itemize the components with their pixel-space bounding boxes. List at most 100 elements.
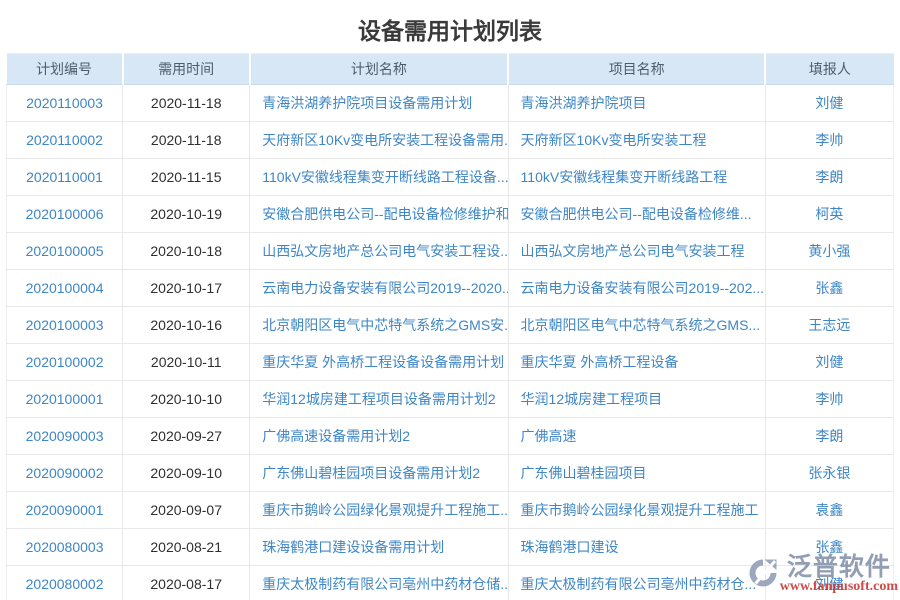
table-row: 2020110001 2020-11-15 110kV安徽线程集变开断线路工程设… bbox=[5, 158, 895, 196]
reporter-link[interactable]: 刘健 bbox=[815, 354, 844, 370]
project-name-link[interactable]: 青海洪湖养护院项目 bbox=[520, 95, 647, 111]
reporter-link[interactable]: 刘健 bbox=[815, 576, 844, 592]
reporter-link[interactable]: 袁鑫 bbox=[815, 502, 844, 518]
plan-no-cell: 2020080002 bbox=[5, 565, 124, 600]
plan-no-link[interactable]: 2020090003 bbox=[25, 428, 104, 444]
reporter-link[interactable]: 刘健 bbox=[815, 95, 844, 111]
date-cell: 2020-11-18 bbox=[122, 84, 251, 122]
project-name-link[interactable]: 广东佛山碧桂园项目 bbox=[520, 465, 647, 481]
plan-name-cell: 广佛高速设备需用计划2 bbox=[249, 417, 509, 455]
plan-no-link[interactable]: 2020110001 bbox=[26, 169, 103, 185]
plan-no-link[interactable]: 2020100001 bbox=[25, 391, 104, 407]
plan-name-cell: 云南电力设备安装有限公司2019--2020... bbox=[249, 269, 509, 307]
project-name-cell: 青海洪湖养护院项目 bbox=[508, 84, 766, 122]
plan-name-cell: 重庆太极制药有限公司亳州中药材仓储... bbox=[249, 565, 509, 600]
plan-no-link[interactable]: 2020100004 bbox=[25, 280, 104, 296]
project-name-link[interactable]: 110kV安徽线程集变开断线路工程 bbox=[520, 169, 728, 185]
plan-no-cell: 2020110003 bbox=[5, 84, 124, 122]
plan-name-link[interactable]: 重庆市鹅岭公园绿化景观提升工程施工... bbox=[262, 502, 509, 518]
plan-no-link[interactable]: 2020100002 bbox=[25, 354, 104, 370]
project-name-cell: 云南电力设备安装有限公司2019--202... bbox=[508, 269, 766, 307]
reporter-cell: 刘健 bbox=[765, 565, 895, 600]
project-name-link[interactable]: 山西弘文房地产总公司电气安装工程 bbox=[520, 243, 745, 259]
reporter-link[interactable]: 张永银 bbox=[808, 465, 851, 481]
plan-no-link[interactable]: 2020080002 bbox=[25, 576, 104, 592]
plan-name-link[interactable]: 广东佛山碧桂园项目设备需用计划2 bbox=[262, 465, 481, 481]
project-name-link[interactable]: 安徽合肥供电公司--配电设备检修维... bbox=[520, 206, 752, 222]
reporter-link[interactable]: 张鑫 bbox=[815, 280, 844, 296]
plan-name-link[interactable]: 云南电力设备安装有限公司2019--2020... bbox=[262, 280, 509, 296]
reporter-link[interactable]: 王志远 bbox=[808, 317, 851, 333]
reporter-cell: 李朗 bbox=[765, 417, 895, 455]
reporter-cell: 刘健 bbox=[765, 343, 895, 381]
project-name-link[interactable]: 云南电力设备安装有限公司2019--202... bbox=[520, 280, 765, 296]
project-name-link[interactable]: 重庆市鹅岭公园绿化景观提升工程施工 bbox=[520, 502, 759, 518]
column-header-project-name: 项目名称 bbox=[508, 53, 767, 85]
plan-name-link[interactable]: 珠海鹤港口建设设备需用计划 bbox=[262, 539, 445, 555]
plan-list-table-wrap: 计划编号 需用时间 计划名称 项目名称 填报人 2020110003 2020-… bbox=[5, 53, 895, 600]
project-name-link[interactable]: 珠海鹤港口建设 bbox=[520, 539, 619, 555]
project-name-cell: 重庆太极制药有限公司亳州中药材仓... bbox=[508, 565, 766, 600]
plan-name-link[interactable]: 华润12城房建工程项目设备需用计划2 bbox=[262, 391, 496, 407]
reporter-cell: 李帅 bbox=[765, 121, 895, 159]
project-name-link[interactable]: 重庆太极制药有限公司亳州中药材仓... bbox=[520, 576, 757, 592]
plan-no-cell: 2020100004 bbox=[5, 269, 124, 307]
plan-name-cell: 青海洪湖养护院项目设备需用计划 bbox=[249, 84, 509, 122]
plan-no-cell: 2020110002 bbox=[5, 121, 124, 159]
plan-no-link[interactable]: 2020100005 bbox=[25, 243, 104, 259]
plan-no-link[interactable]: 2020090001 bbox=[25, 502, 104, 518]
reporter-cell: 张鑫 bbox=[765, 269, 895, 307]
column-header-plan-no: 计划编号 bbox=[6, 53, 124, 85]
plan-name-cell: 110kV安徽线程集变开断线路工程设备... bbox=[249, 158, 509, 196]
reporter-link[interactable]: 李帅 bbox=[815, 132, 844, 148]
plan-name-link[interactable]: 青海洪湖养护院项目设备需用计划 bbox=[262, 95, 473, 111]
reporter-cell: 李帅 bbox=[765, 380, 895, 418]
plan-no-link[interactable]: 2020110003 bbox=[26, 95, 103, 111]
reporter-link[interactable]: 李帅 bbox=[815, 391, 844, 407]
plan-name-link[interactable]: 山西弘文房地产总公司电气安装工程设... bbox=[262, 243, 509, 259]
plan-no-cell: 2020100005 bbox=[5, 232, 124, 270]
plan-name-link[interactable]: 天府新区10Kv变电所安装工程设备需用... bbox=[262, 132, 509, 148]
plan-name-link[interactable]: 110kV安徽线程集变开断线路工程设备... bbox=[262, 169, 509, 185]
plan-no-link[interactable]: 2020110002 bbox=[26, 132, 103, 148]
table-row: 2020100004 2020-10-17 云南电力设备安装有限公司2019--… bbox=[5, 269, 895, 307]
plan-name-link[interactable]: 广佛高速设备需用计划2 bbox=[262, 428, 411, 444]
table-row: 2020080003 2020-08-21 珠海鹤港口建设设备需用计划 珠海鹤港… bbox=[5, 528, 895, 566]
project-name-link[interactable]: 华润12城房建工程项目 bbox=[520, 391, 663, 407]
date-cell: 2020-11-18 bbox=[122, 121, 251, 159]
plan-no-cell: 2020100003 bbox=[5, 306, 124, 344]
plan-name-cell: 华润12城房建工程项目设备需用计划2 bbox=[249, 380, 509, 418]
plan-name-cell: 广东佛山碧桂园项目设备需用计划2 bbox=[249, 454, 509, 492]
table-row: 2020090001 2020-09-07 重庆市鹅岭公园绿化景观提升工程施工.… bbox=[5, 491, 895, 529]
reporter-cell: 黄小强 bbox=[765, 232, 895, 270]
project-name-link[interactable]: 重庆华夏 外高桥工程设备 bbox=[520, 354, 679, 370]
plan-no-link[interactable]: 2020100003 bbox=[25, 317, 104, 333]
project-name-cell: 重庆华夏 外高桥工程设备 bbox=[508, 343, 766, 381]
reporter-link[interactable]: 李朗 bbox=[815, 169, 844, 185]
table-row: 2020090003 2020-09-27 广佛高速设备需用计划2 广佛高速 李… bbox=[5, 417, 895, 455]
plan-name-cell: 北京朝阳区电气中芯特气系统之GMS安... bbox=[249, 306, 509, 344]
table-row: 2020110002 2020-11-18 天府新区10Kv变电所安装工程设备需… bbox=[5, 121, 895, 159]
plan-no-link[interactable]: 2020100006 bbox=[25, 206, 104, 222]
project-name-cell: 安徽合肥供电公司--配电设备检修维... bbox=[508, 195, 766, 233]
project-name-cell: 广佛高速 bbox=[508, 417, 766, 455]
plan-no-cell: 2020090003 bbox=[5, 417, 124, 455]
reporter-link[interactable]: 柯英 bbox=[815, 206, 844, 222]
plan-no-cell: 2020100006 bbox=[5, 195, 124, 233]
plan-name-cell: 重庆华夏 外高桥工程设备设备需用计划 bbox=[249, 343, 509, 381]
plan-name-link[interactable]: 重庆华夏 外高桥工程设备设备需用计划 bbox=[262, 354, 505, 370]
plan-name-link[interactable]: 重庆太极制药有限公司亳州中药材仓储... bbox=[262, 576, 509, 592]
plan-no-cell: 2020090001 bbox=[5, 491, 124, 529]
reporter-cell: 袁鑫 bbox=[765, 491, 895, 529]
plan-name-link[interactable]: 北京朝阳区电气中芯特气系统之GMS安... bbox=[262, 317, 509, 333]
plan-no-link[interactable]: 2020080003 bbox=[25, 539, 104, 555]
plan-name-link[interactable]: 安徽合肥供电公司--配电设备检修维护和... bbox=[262, 206, 509, 222]
project-name-cell: 珠海鹤港口建设 bbox=[508, 528, 766, 566]
project-name-link[interactable]: 北京朝阳区电气中芯特气系统之GMS... bbox=[520, 317, 761, 333]
plan-no-link[interactable]: 2020090002 bbox=[25, 465, 104, 481]
reporter-link[interactable]: 李朗 bbox=[815, 428, 844, 444]
project-name-link[interactable]: 广佛高速 bbox=[520, 428, 577, 444]
reporter-link[interactable]: 黄小强 bbox=[808, 243, 851, 259]
reporter-link[interactable]: 张鑫 bbox=[815, 539, 844, 555]
project-name-link[interactable]: 天府新区10Kv变电所安装工程 bbox=[520, 132, 707, 148]
